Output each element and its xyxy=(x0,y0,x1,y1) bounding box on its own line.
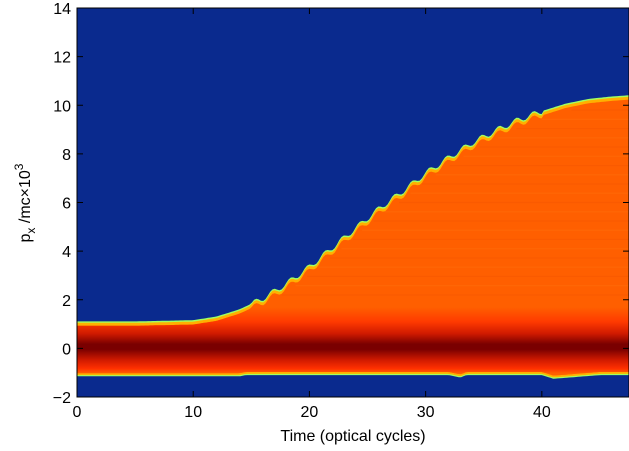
y-label-times: × xyxy=(17,188,34,197)
heatmap-layer xyxy=(77,95,629,379)
x-tick-label: 20 xyxy=(301,404,319,421)
y-tick-label: 12 xyxy=(53,50,71,67)
y-label-mid: /mc xyxy=(17,197,34,227)
y-tick-label: −2 xyxy=(53,390,71,407)
beam-bulk xyxy=(77,99,629,376)
x-axis: 0 10 20 30 40 xyxy=(73,8,551,421)
y-tick-label: 10 xyxy=(53,98,71,115)
y-label-power-base: 10 xyxy=(17,170,34,188)
y-axis: −2 0 2 4 6 8 10 12 14 xyxy=(53,1,629,407)
y-tick-label: 2 xyxy=(62,293,71,310)
y-axis-label: px /mc×103 xyxy=(12,163,38,242)
y-tick-label: 0 xyxy=(62,341,71,358)
y-tick-label: 6 xyxy=(62,196,71,213)
y-label-base: p xyxy=(17,233,34,242)
x-tick-label: 10 xyxy=(184,404,202,421)
y-tick-label: 8 xyxy=(62,147,71,164)
y-label-subscript: x xyxy=(24,228,38,234)
x-axis-label: Time (optical cycles) xyxy=(280,428,425,445)
x-tick-label: 30 xyxy=(417,404,435,421)
y-tick-label: 4 xyxy=(62,244,71,261)
x-tick-label: 40 xyxy=(533,404,551,421)
x-tick-label: 0 xyxy=(73,404,82,421)
beam-streaks xyxy=(281,109,629,296)
y-label-exponent: 3 xyxy=(12,163,26,170)
beam-core xyxy=(77,307,629,376)
y-tick-label: 14 xyxy=(53,1,71,18)
